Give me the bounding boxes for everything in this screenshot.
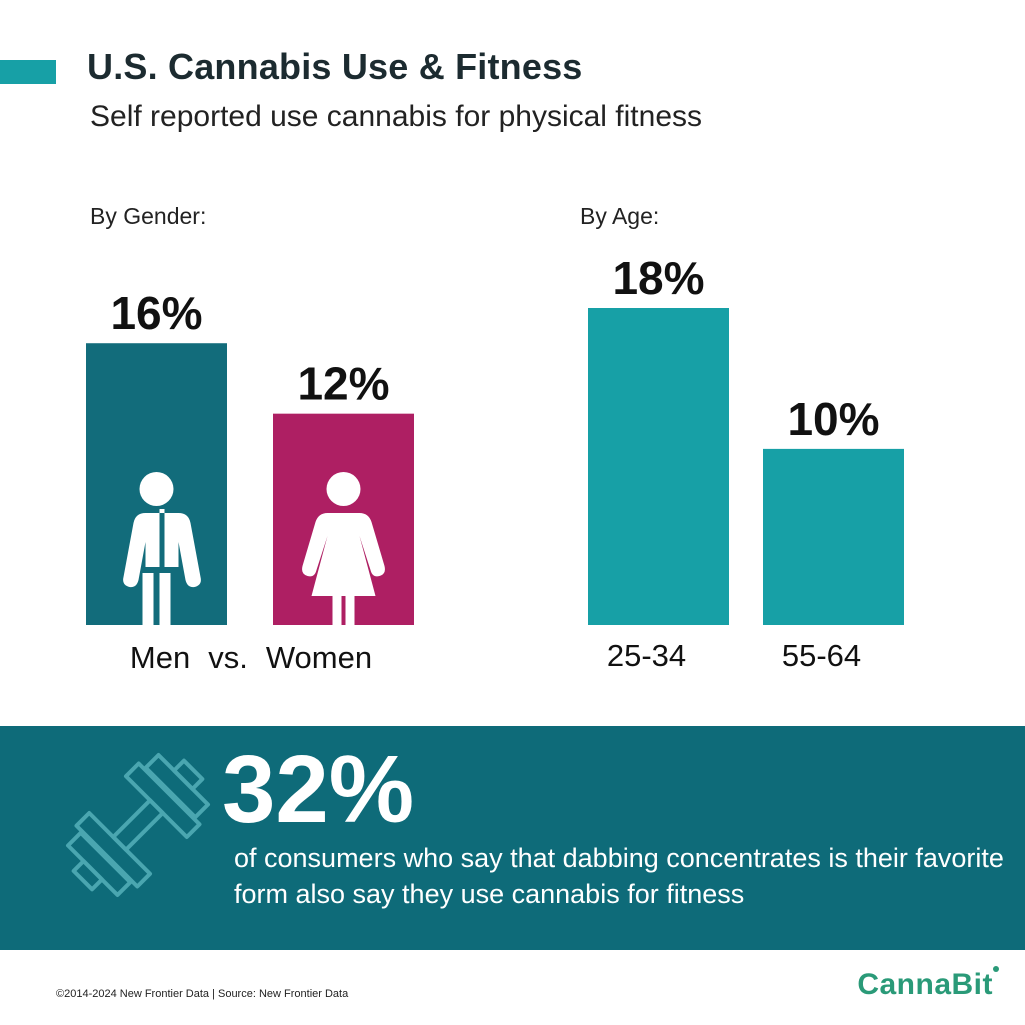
title-accent-bar: [0, 60, 56, 84]
logo-dot-icon: [993, 966, 999, 972]
dumbbell-icon: [65, 752, 211, 898]
logo-text: CannaBit: [857, 968, 993, 1001]
banner-stat-text: of consumers who say that dabbing concen…: [234, 843, 1004, 909]
bar-55-64: [763, 448, 904, 625]
value-label-women: 12%: [297, 358, 389, 410]
category-label-men: Men: [129, 640, 191, 675]
value-label-25-34: 18%: [612, 252, 704, 304]
footer-copyright: ©2014-2024 New Frontier Data | Source: N…: [56, 988, 349, 1000]
man-icon: [123, 472, 201, 625]
category-label-25-34: 25-34: [607, 638, 686, 673]
stat-banner: 32% of consumers who say that dabbing co…: [0, 726, 1025, 950]
vs-label: vs.: [208, 640, 248, 675]
gender-category-labels: Men vs. Women: [86, 640, 416, 676]
category-label-55-64: 55-64: [782, 638, 861, 673]
value-label-men: 16%: [110, 287, 202, 339]
category-label-women: Women: [265, 640, 373, 675]
gender-section-label: By Gender:: [90, 203, 207, 229]
bar-25-34: [588, 308, 729, 625]
banner-stat-value: 32%: [222, 736, 415, 843]
page-subtitle: Self reported use cannabis for physical …: [90, 100, 702, 133]
value-label-55-64: 10%: [787, 393, 879, 445]
woman-icon: [302, 472, 385, 625]
age-section-label: By Age:: [580, 203, 660, 229]
cannabit-logo: CannaBit: [857, 966, 999, 1002]
page-title: U.S. Cannabis Use & Fitness: [87, 46, 583, 87]
bar-charts: 16% 12% 18% 25-34 10% 55-64: [86, 252, 904, 673]
